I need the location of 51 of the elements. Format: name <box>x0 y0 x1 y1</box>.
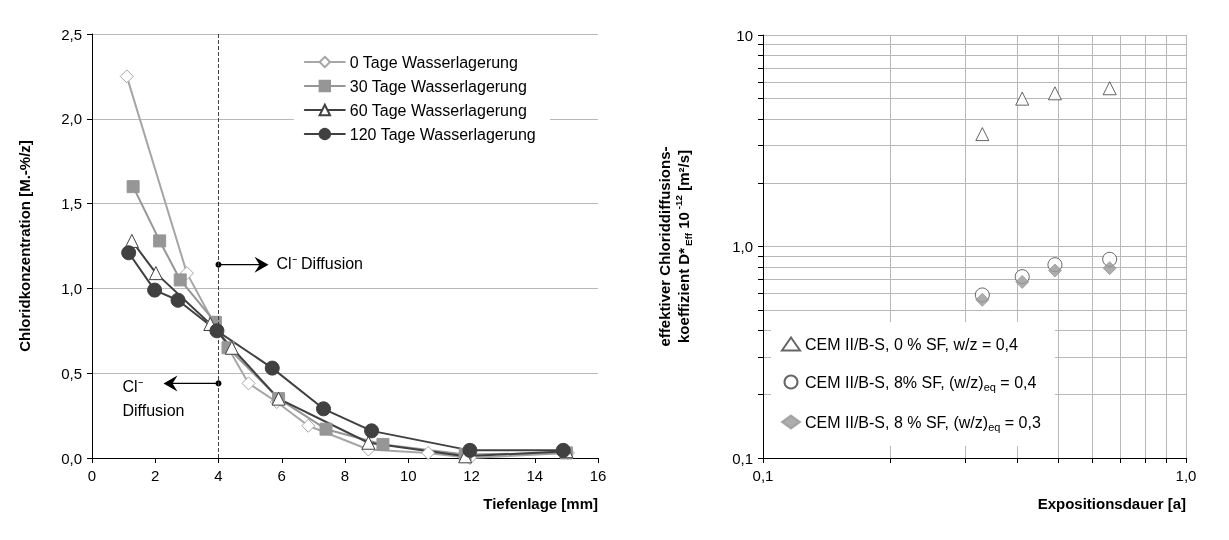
point <box>241 376 256 391</box>
y-tick-label: 1,0 <box>61 279 82 297</box>
y-tick-label: 0,1 <box>732 449 753 467</box>
point <box>376 437 390 451</box>
y-tick-label: 1,5 <box>61 195 82 213</box>
point <box>301 418 316 433</box>
point <box>119 69 134 84</box>
y-tick-label: 0,5 <box>61 364 82 382</box>
point <box>148 266 163 281</box>
legend-label: CEM II/B-S, 0 % SF, w/z = 0,4 <box>805 335 1019 353</box>
point <box>147 282 163 298</box>
x-tick-label: 2 <box>151 467 160 484</box>
x-tick-label: 4 <box>214 467 223 484</box>
y-tick-label: 0,0 <box>61 449 82 467</box>
x-tick-label: 0 <box>87 467 97 484</box>
x-axis-title: Tiefenlage [mm] <box>483 495 598 512</box>
point <box>153 234 167 248</box>
point <box>364 423 380 439</box>
x-tick-label: 14 <box>526 467 544 484</box>
point <box>319 422 333 436</box>
annotation: Cl⁻ Diffusion <box>276 255 364 273</box>
point <box>316 401 331 417</box>
x-axis-title: Expositionsdauer [a] <box>1037 495 1186 512</box>
legend-label: 30 Tage Wasserlagerung <box>349 77 527 95</box>
point <box>170 292 186 308</box>
point <box>421 445 436 460</box>
x-tick-label: 0,1 <box>752 467 774 484</box>
legend-label: 0 Tage Wasserlagerung <box>349 53 518 71</box>
y-axis-title: Chloridkonzentration [M.-%/z] <box>16 140 33 352</box>
point <box>121 245 137 261</box>
y-tick-label: 2,5 <box>61 25 82 43</box>
x-tick-label: 8 <box>340 467 350 484</box>
point <box>224 340 239 355</box>
x-tick-label: 6 <box>277 467 286 484</box>
legend-label: 60 Tage Wasserlagerung <box>349 101 527 119</box>
point <box>264 360 280 376</box>
point <box>462 442 478 458</box>
x-tick-label: 10 <box>399 467 417 484</box>
y-tick-label: 2,0 <box>61 110 82 128</box>
point <box>555 442 571 458</box>
x-tick-label: 16 <box>589 467 607 484</box>
legend-label: 120 Tage Wasserlagerung <box>349 125 536 143</box>
point <box>209 323 225 339</box>
y-tick-label: 10 <box>736 26 753 44</box>
point <box>126 180 140 194</box>
y-tick-label: 1,0 <box>732 238 753 255</box>
point <box>173 273 187 287</box>
x-tick-label: 1,0 <box>1175 467 1197 484</box>
annotation: Cl⁻ Diffusion <box>122 377 185 419</box>
x-tick-label: 12 <box>463 467 480 484</box>
point <box>361 435 376 450</box>
